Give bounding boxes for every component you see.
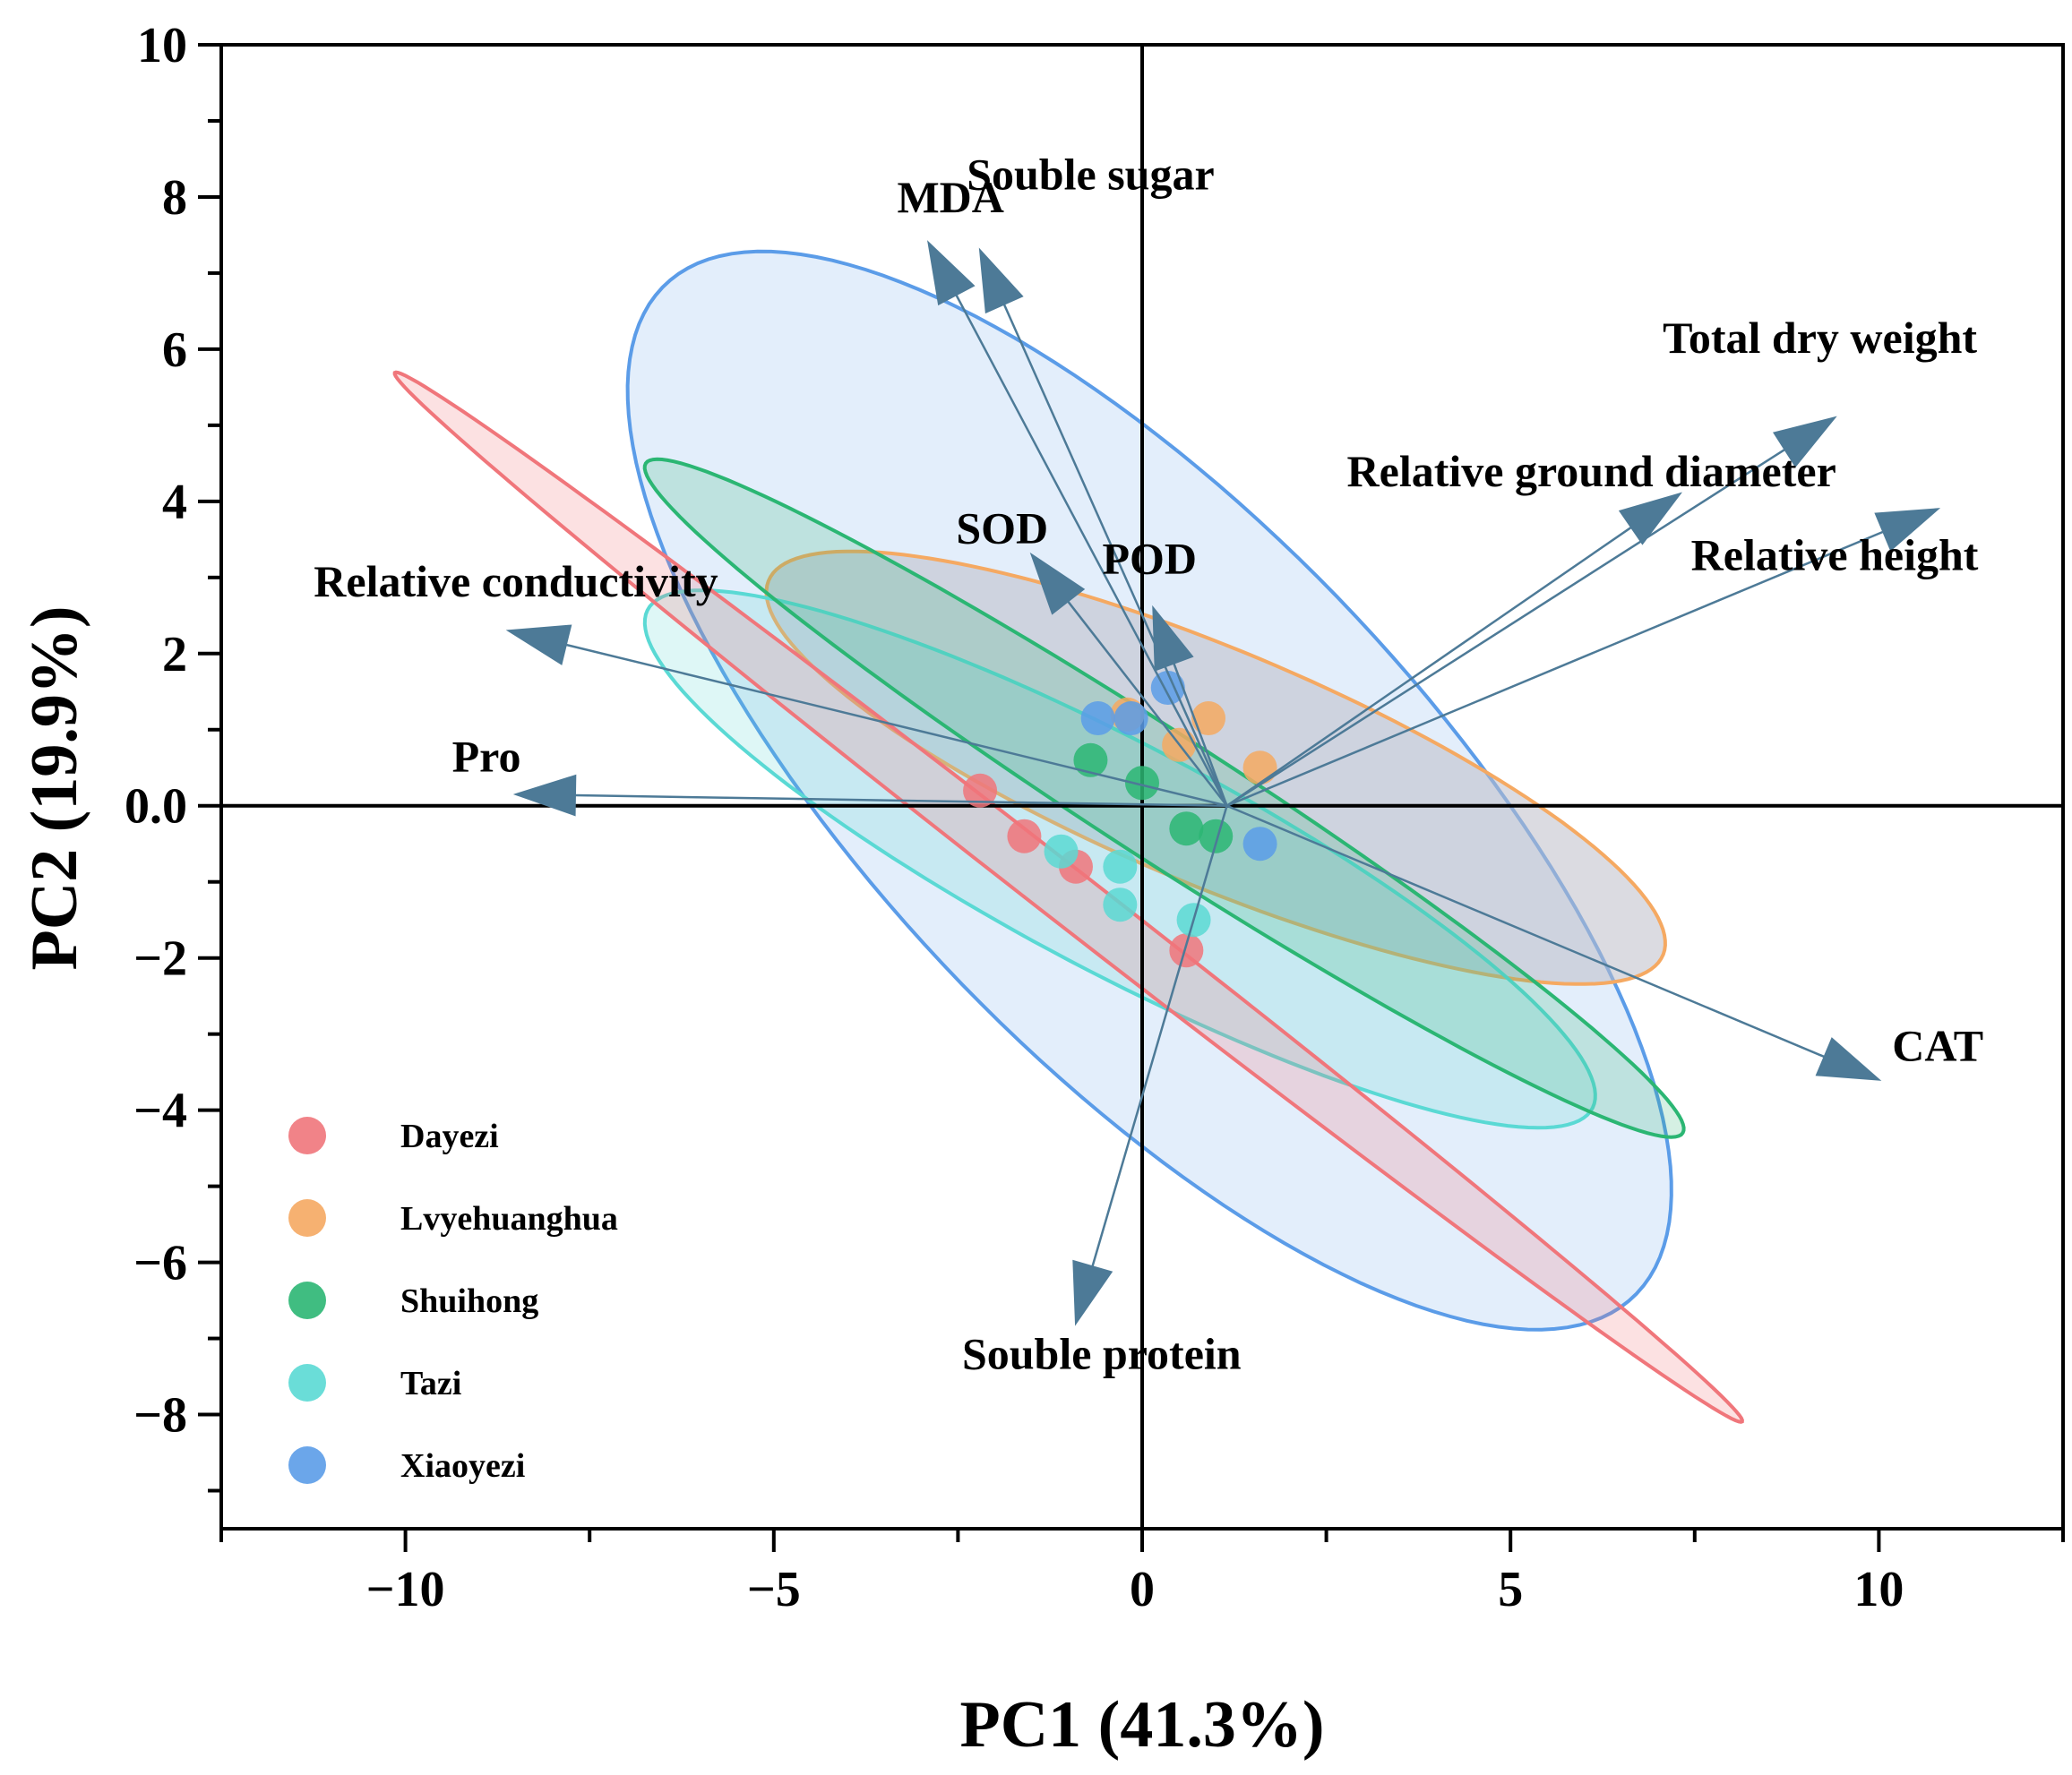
loading-line-relative-conductivity xyxy=(565,643,1227,807)
legend-item-tazi: Tazi xyxy=(288,1364,461,1402)
point-xiaoyezi-2 xyxy=(1113,701,1148,736)
legend-label-xiaoyezi: Xiaoyezi xyxy=(400,1447,525,1485)
y-tick-label: 2 xyxy=(162,627,187,682)
ellipse-shuihong xyxy=(642,457,1686,1139)
loading-label-total-dry-weight: Total dry weight xyxy=(1663,313,1977,363)
point-tazi-3 xyxy=(1103,888,1138,922)
y-tick-label: −4 xyxy=(133,1084,187,1139)
x-tick-label: 0 xyxy=(1130,1562,1155,1617)
point-shuihong-2 xyxy=(1125,766,1159,801)
y-tick-label: −6 xyxy=(133,1236,187,1291)
loading-line-relative-height xyxy=(1226,530,1884,807)
y-tick-label: −8 xyxy=(133,1388,187,1444)
loading-line-souble-protein xyxy=(1091,805,1228,1267)
loading-arrowhead-relative-conductivity xyxy=(505,624,572,665)
point-shuihong-3 xyxy=(1169,811,1204,846)
legend-label-tazi: Tazi xyxy=(400,1365,461,1402)
x-tick-label: −5 xyxy=(747,1562,801,1617)
x-axis-title: PC1 (41.3%) xyxy=(960,1688,1325,1762)
legend-swatch-lvyehuanghua xyxy=(288,1199,326,1237)
point-dayezi-1 xyxy=(963,773,998,808)
loading-arrowhead-total-dry-weight xyxy=(1773,416,1837,468)
legend-item-dayezi: Dayezi xyxy=(288,1117,499,1155)
point-tazi-2 xyxy=(1103,849,1138,884)
axis-ticks: −10 −5 0 5 10 −8 −6 −4 −2 0.0 2 4 6 8 10 xyxy=(125,18,2065,1617)
loading-label-cat: CAT xyxy=(1892,1020,1983,1070)
point-xiaoyezi-4 xyxy=(1242,827,1277,862)
loading-relative-ground-diameter: Relative ground diameter xyxy=(1225,446,1836,807)
loading-line-relative-ground-diameter xyxy=(1225,526,1632,807)
loading-label-pro: Pro xyxy=(452,732,521,782)
loading-line-souble-sugar xyxy=(1002,304,1228,807)
loading-pod: POD xyxy=(1102,534,1228,807)
sample-points xyxy=(963,671,1277,968)
loading-total-dry-weight: Total dry weight xyxy=(1225,313,1977,807)
y-tick-label: −2 xyxy=(133,931,187,987)
loading-arrowhead-relative-height xyxy=(1874,508,1941,552)
legend-swatch-dayezi xyxy=(288,1117,326,1154)
legend-label-dayezi: Dayezi xyxy=(400,1118,499,1155)
loading-arrowhead-souble-protein xyxy=(1072,1259,1113,1326)
legend-swatch-xiaoyezi xyxy=(288,1446,326,1484)
loading-cat: CAT xyxy=(1226,804,1983,1081)
loading-line-sod xyxy=(1067,600,1228,807)
loading-souble-sugar: Souble sugar xyxy=(967,149,1228,807)
point-shuihong-1 xyxy=(1073,742,1108,777)
loading-mda: MDA xyxy=(897,172,1228,807)
point-dayezi-2 xyxy=(1007,819,1042,853)
x-tick-label: 10 xyxy=(1853,1562,1904,1617)
loading-label-mda: MDA xyxy=(897,172,1003,222)
point-tazi-1 xyxy=(1044,834,1079,869)
loading-arrowhead-pod xyxy=(1152,605,1194,672)
point-lvyehuanghua-3 xyxy=(1191,701,1226,736)
x-tick-label: 5 xyxy=(1498,1562,1523,1617)
point-lvyehuanghua-4 xyxy=(1242,750,1277,785)
y-tick-label: 6 xyxy=(162,322,187,378)
loading-label-pod: POD xyxy=(1102,534,1197,584)
loading-line-pro xyxy=(574,793,1227,807)
legend-label-shuihong: Shuihong xyxy=(400,1282,538,1320)
loading-line-cat xyxy=(1226,804,1826,1059)
y-tick-label: 0.0 xyxy=(125,779,187,835)
loading-label-sod: SOD xyxy=(956,503,1048,553)
loading-label-souble-protein: Souble protein xyxy=(962,1329,1242,1379)
loading-label-souble-sugar: Souble sugar xyxy=(967,149,1214,199)
legend-item-shuihong: Shuihong xyxy=(288,1282,538,1320)
y-tick-label: 10 xyxy=(137,18,187,73)
ellipse-lvyehuanghua xyxy=(764,549,1667,986)
loading-line-total-dry-weight xyxy=(1225,448,1786,807)
loading-arrowhead-pro xyxy=(512,774,577,817)
x-tick-label: −10 xyxy=(366,1562,445,1617)
legend-swatch-shuihong xyxy=(288,1282,326,1319)
loading-label-relative-height: Relative height xyxy=(1691,529,1979,579)
loading-line-mda xyxy=(955,294,1228,807)
legend-label-lvyehuanghua: Lvyehuanghua xyxy=(400,1200,618,1238)
loading-arrowhead-cat xyxy=(1815,1037,1882,1081)
loading-arrowhead-mda xyxy=(927,240,976,306)
legend-swatch-tazi xyxy=(288,1364,326,1402)
loading-sod: SOD xyxy=(956,503,1228,807)
loading-souble-protein: Souble protein xyxy=(962,805,1242,1379)
y-tick-label: 4 xyxy=(162,475,187,530)
ellipse-dayezi xyxy=(392,370,1744,1424)
legend-item-xiaoyezi: Xiaoyezi xyxy=(288,1446,525,1485)
loading-label-relative-ground-diameter: Relative ground diameter xyxy=(1347,446,1836,496)
legend-item-lvyehuanghua: Lvyehuanghua xyxy=(288,1199,618,1238)
y-tick-label: 8 xyxy=(162,170,187,226)
loading-arrowhead-sod xyxy=(1029,552,1086,615)
point-dayezi-4 xyxy=(1169,933,1204,968)
point-xiaoyezi-1 xyxy=(1080,701,1115,736)
y-axis-title: PC2 (19.9%) xyxy=(18,606,91,971)
loading-arrowhead-relative-ground-diameter xyxy=(1618,492,1682,545)
legend: Dayezi Lvyehuanghua Shuihong Tazi Xiaoyezi xyxy=(288,1117,618,1485)
loading-relative-conductivity: Relative conductivity xyxy=(314,556,1227,807)
loading-label-relative-conductivity: Relative conductivity xyxy=(314,556,718,606)
loading-arrowhead-souble-sugar xyxy=(978,247,1024,314)
loading-line-pod xyxy=(1173,663,1228,807)
loading-pro: Pro xyxy=(452,732,1227,817)
point-shuihong-4 xyxy=(1199,819,1234,853)
loading-relative-height: Relative height xyxy=(1226,508,1979,807)
